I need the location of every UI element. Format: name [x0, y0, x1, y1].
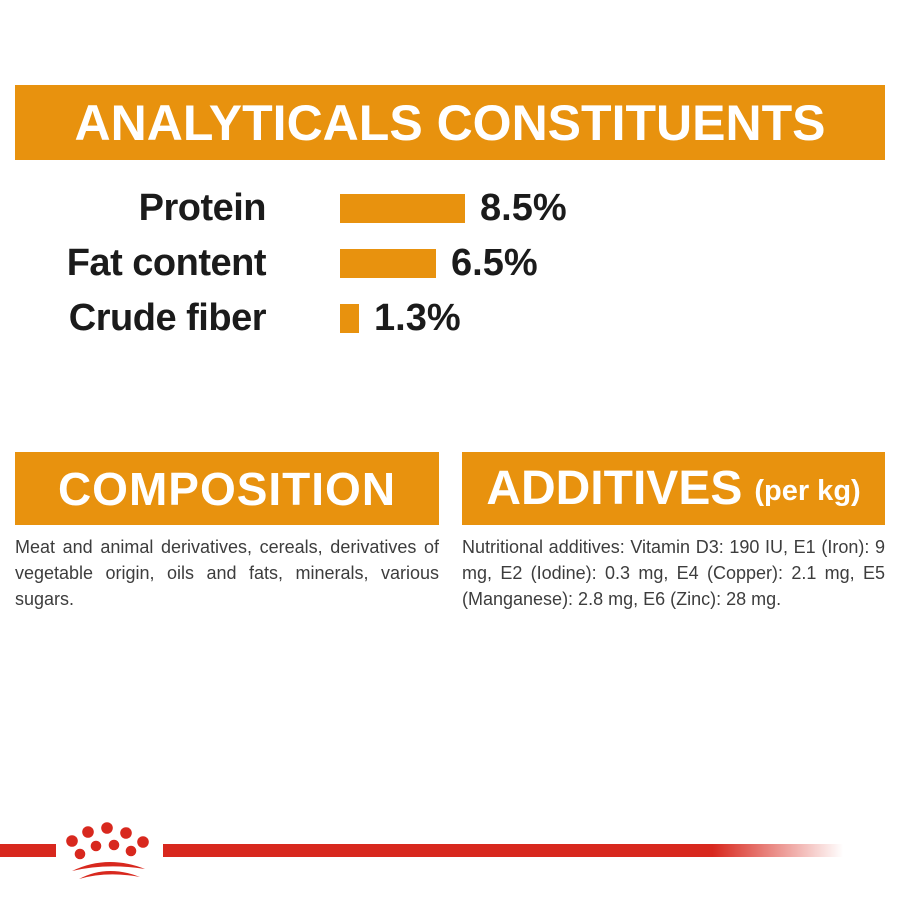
- additives-title: ADDITIVES: [486, 462, 743, 515]
- additives-body-text: Nutritional additives: Vitamin D3: 190 I…: [462, 537, 885, 609]
- bar-label-fat-content: Fat content: [66, 242, 267, 284]
- brand-stripe-left: [0, 844, 56, 857]
- composition-body-text: Meat and animal derivatives, cereals, de…: [15, 537, 439, 609]
- additives-title-suffix: (per kg): [754, 475, 861, 507]
- bar-value-protein: 8.5%: [480, 187, 567, 229]
- additives-section: ADDITIVES (per kg) Nutritional additives…: [462, 452, 885, 612]
- composition-section: COMPOSITION Meat and animal derivatives,…: [15, 452, 439, 612]
- composition-title: COMPOSITION: [57, 462, 397, 515]
- additives-banner: ADDITIVES (per kg): [462, 452, 885, 525]
- bar-row-protein: Protein 8.5%: [0, 181, 900, 236]
- royal-canin-crown-icon: [66, 822, 149, 879]
- bar-row-crude-fiber: Crude fiber 1.3%: [0, 291, 900, 346]
- bar-value-crude-fiber: 1.3%: [374, 297, 461, 339]
- analyticals-title: ANALYTICALS CONSTITUENTS: [74, 94, 826, 151]
- bar-label-crude-fiber: Crude fiber: [68, 297, 267, 339]
- composition-banner: COMPOSITION: [15, 452, 439, 525]
- bar-label-protein: Protein: [138, 187, 267, 229]
- bar-fat-content: [340, 249, 436, 278]
- brand-stripe-right: [163, 844, 850, 857]
- bar-protein: [340, 194, 465, 223]
- constituents-bar-chart: Protein 8.5% Fat content 6.5% Crude fibe…: [0, 181, 900, 346]
- bar-row-fat-content: Fat content 6.5%: [0, 236, 900, 291]
- bar-crude-fiber: [340, 304, 359, 333]
- bar-value-fat-content: 6.5%: [451, 242, 538, 284]
- analyticals-banner: ANALYTICALS CONSTITUENTS: [15, 85, 885, 160]
